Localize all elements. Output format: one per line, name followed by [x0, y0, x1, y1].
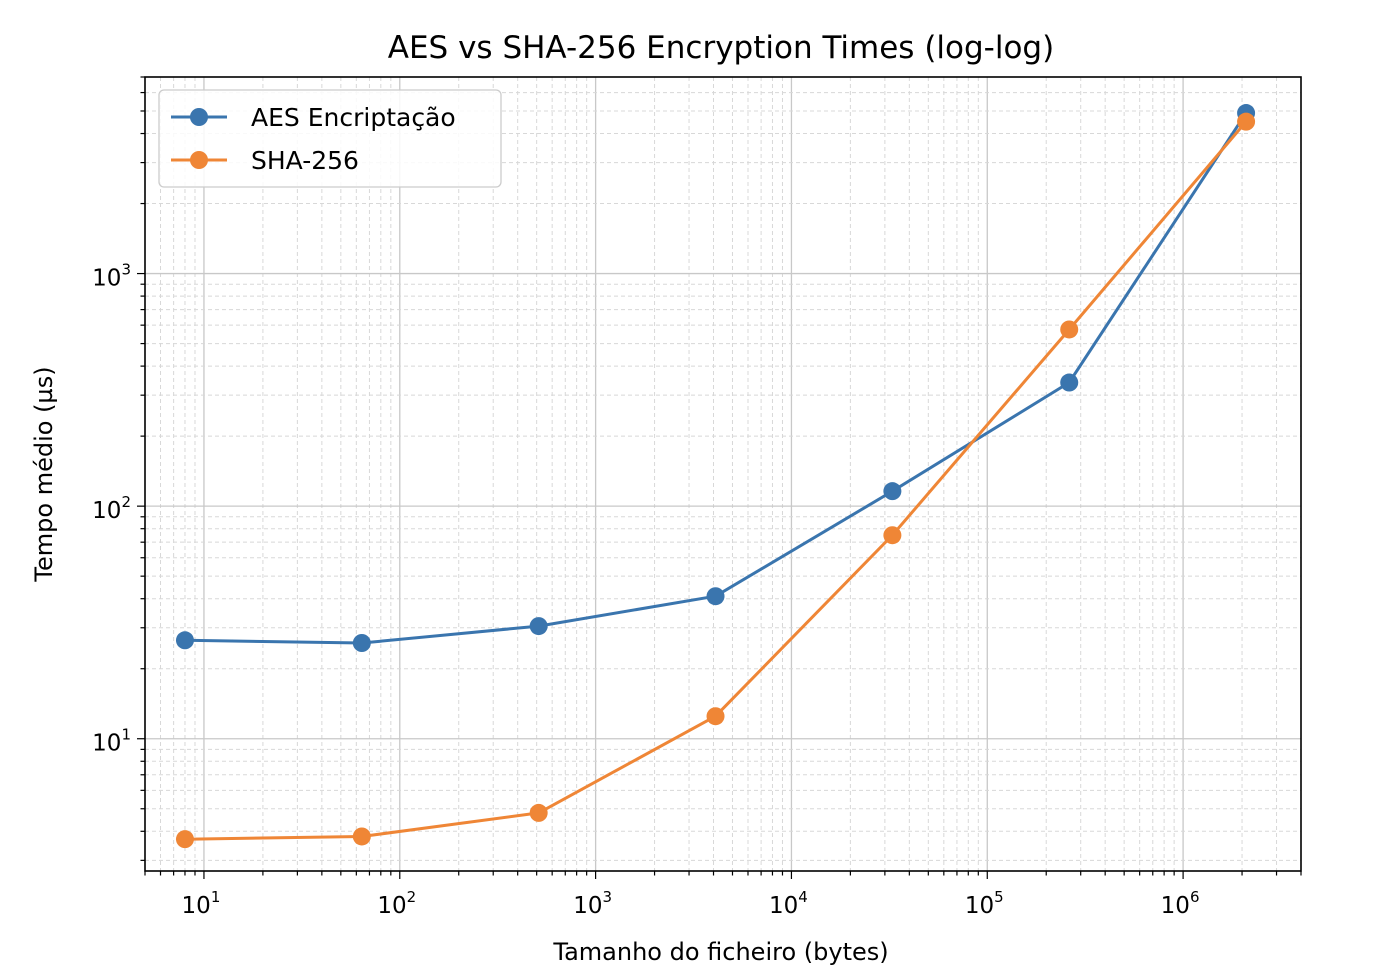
- series-1: [175, 112, 1256, 849]
- data-point: [883, 526, 902, 545]
- y-tick-label: 102: [92, 493, 131, 524]
- series-layer: [175, 104, 1256, 849]
- data-point: [883, 482, 902, 501]
- data-point: [1060, 373, 1079, 392]
- data-point: [175, 631, 194, 650]
- legend-box: [158, 89, 502, 188]
- legend: AES Encriptação SHA-256: [158, 89, 502, 188]
- series-line: [184, 112, 1248, 645]
- data-point: [352, 634, 371, 653]
- series-0: [175, 104, 1256, 653]
- x-tick-label: 106: [1161, 888, 1200, 919]
- data-point: [706, 587, 725, 606]
- legend-swatch-marker: [190, 151, 208, 169]
- data-point: [352, 827, 371, 846]
- grid: [144, 76, 1302, 871]
- legend-label: AES Encriptação: [251, 103, 456, 132]
- data-point: [529, 803, 548, 822]
- x-tick-label: 102: [377, 888, 416, 919]
- x-tick-label: 105: [965, 888, 1004, 919]
- data-point: [529, 617, 548, 636]
- chart-title: AES vs SHA-256 Encryption Times (log-log…: [388, 30, 1054, 66]
- x-tick-label: 103: [573, 888, 612, 919]
- x-tick-label: 104: [769, 888, 808, 919]
- legend-label: SHA-256: [251, 146, 359, 175]
- data-point: [706, 707, 725, 726]
- x-axis-label: Tamanho do ficheiro (bytes): [552, 938, 888, 966]
- data-point: [1237, 112, 1256, 131]
- y-tick-label: 103: [92, 261, 131, 292]
- x-tick-label: 101: [182, 888, 221, 919]
- legend-swatch-marker: [190, 108, 208, 126]
- data-point: [175, 830, 194, 849]
- axis-ticks: 101 102 103 104 105 106 101 102 103: [92, 76, 1302, 919]
- series-line: [184, 120, 1248, 841]
- plot-frame: [144, 76, 1302, 872]
- y-axis-label: Tempo médio (µs): [30, 366, 58, 582]
- y-tick-label: 101: [92, 726, 131, 757]
- data-point: [1060, 320, 1079, 339]
